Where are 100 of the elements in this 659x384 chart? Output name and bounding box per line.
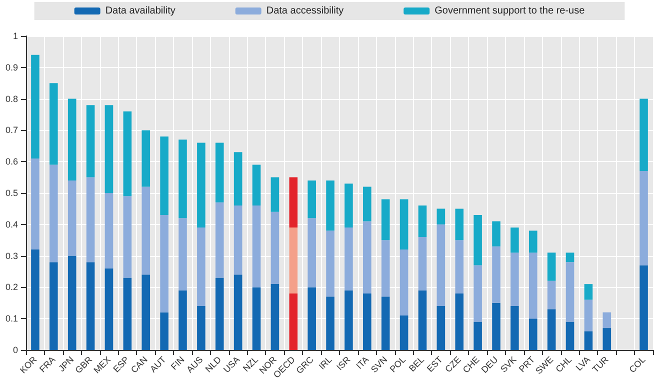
- bar: [640, 98, 648, 172]
- x-tick-label: POL: [388, 354, 408, 374]
- x-tick-label: ITA: [354, 354, 371, 371]
- bar: [510, 228, 519, 253]
- bar: [142, 130, 150, 187]
- y-tick-label: 0.2: [5, 282, 18, 292]
- bar: [160, 136, 168, 215]
- bar: [363, 186, 372, 222]
- bar: [289, 177, 298, 228]
- bar: [104, 193, 114, 268]
- x-tick-label: ISR: [334, 354, 353, 372]
- bar: [566, 262, 574, 322]
- bar: [436, 306, 446, 350]
- bar: [197, 142, 206, 228]
- bar: [418, 290, 427, 350]
- bar: [86, 262, 95, 350]
- bar: [566, 252, 574, 262]
- bar: [418, 236, 427, 290]
- bar: [234, 152, 242, 206]
- y-tick-label: 0.8: [5, 94, 18, 104]
- bar: [381, 240, 390, 297]
- bar: [381, 296, 390, 350]
- bar: [492, 246, 500, 303]
- bar: [123, 278, 132, 350]
- bar: [308, 180, 316, 218]
- bar: [436, 208, 446, 224]
- bar: [68, 256, 76, 350]
- bar: [528, 318, 538, 350]
- bar: [123, 111, 132, 196]
- bar: [455, 208, 464, 240]
- bar: [178, 218, 187, 290]
- bar: [400, 199, 408, 250]
- bar: [104, 268, 114, 350]
- bar: [50, 262, 58, 350]
- y-tick-label: 0.1: [5, 314, 18, 324]
- y-tick-label: 0: [12, 345, 18, 355]
- bar: [418, 206, 427, 237]
- x-tick-label: TUR: [590, 354, 611, 375]
- bar: [474, 214, 482, 266]
- bar: [528, 252, 538, 319]
- bar: [326, 180, 334, 231]
- bar: [474, 322, 482, 350]
- bar: [308, 218, 316, 288]
- bar: [252, 287, 261, 350]
- bar: [160, 214, 168, 312]
- bar: [104, 105, 114, 193]
- y-tick-label: 0.6: [5, 156, 18, 167]
- bar: [547, 309, 556, 350]
- bar: [474, 265, 482, 322]
- bar: [344, 228, 353, 290]
- bar: [234, 274, 242, 350]
- bar: [31, 250, 40, 350]
- bar: [584, 300, 593, 332]
- bar: [344, 290, 353, 350]
- bar: [308, 287, 316, 350]
- bar: [640, 265, 648, 350]
- bar: [178, 290, 187, 350]
- bar: [142, 274, 150, 350]
- bar: [455, 293, 464, 350]
- legend-label: Data availability: [105, 6, 176, 16]
- y-tick-label: 0.7: [5, 125, 18, 136]
- bar: [160, 312, 168, 350]
- bar: [436, 224, 446, 306]
- x-tick-label: NZL: [240, 354, 260, 374]
- bar: [326, 230, 334, 297]
- bar: [86, 105, 95, 178]
- legend-label: Data accessibility: [266, 6, 344, 16]
- bar: [68, 180, 76, 256]
- bar: [50, 83, 58, 165]
- bar: [215, 202, 224, 278]
- bar: [252, 206, 261, 288]
- bar: [602, 312, 612, 328]
- y-tick-label: 1: [12, 31, 18, 41]
- bar: [566, 322, 574, 350]
- bar: [492, 302, 500, 350]
- x-tick-label: FIN: [168, 354, 186, 372]
- bar: [197, 306, 206, 350]
- legend-label: Government support to the re-use: [434, 6, 586, 16]
- y-tick-label: 0.3: [5, 250, 18, 261]
- y-tick-label: 0.4: [5, 219, 18, 230]
- bar: [344, 184, 353, 228]
- bar: [455, 240, 464, 294]
- bar: [602, 328, 612, 350]
- bar: [215, 142, 224, 202]
- bar: [31, 158, 40, 250]
- bar: [528, 230, 538, 253]
- bar: [31, 54, 40, 158]
- bar: [584, 331, 593, 350]
- bar: [326, 296, 334, 350]
- bar: [252, 164, 261, 206]
- bar: [197, 228, 206, 306]
- bar: [178, 140, 187, 218]
- bar: [492, 221, 500, 246]
- bar: [50, 164, 58, 262]
- bar: [363, 293, 372, 350]
- bar: [289, 228, 298, 294]
- x-tick-label: LVA: [574, 354, 592, 373]
- bar: [215, 278, 224, 350]
- bar: [381, 199, 390, 240]
- y-tick-label: 0.9: [5, 62, 18, 72]
